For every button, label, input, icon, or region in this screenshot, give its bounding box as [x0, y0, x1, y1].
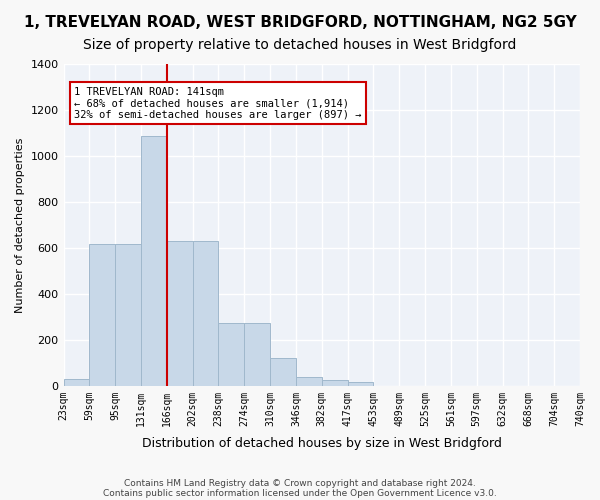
Bar — [218, 322, 244, 386]
Bar — [89, 244, 115, 386]
Bar — [193, 241, 218, 386]
Bar — [347, 382, 373, 386]
Bar — [64, 379, 89, 386]
Y-axis label: Number of detached properties: Number of detached properties — [15, 137, 25, 312]
Text: Contains HM Land Registry data © Crown copyright and database right 2024.: Contains HM Land Registry data © Crown c… — [124, 478, 476, 488]
X-axis label: Distribution of detached houses by size in West Bridgford: Distribution of detached houses by size … — [142, 437, 502, 450]
Text: 1, TREVELYAN ROAD, WEST BRIDGFORD, NOTTINGHAM, NG2 5GY: 1, TREVELYAN ROAD, WEST BRIDGFORD, NOTTI… — [23, 15, 577, 30]
Bar — [296, 376, 322, 386]
Bar — [322, 380, 347, 386]
Bar — [167, 241, 193, 386]
Bar — [115, 244, 141, 386]
Text: Size of property relative to detached houses in West Bridgford: Size of property relative to detached ho… — [83, 38, 517, 52]
Bar — [244, 322, 270, 386]
Bar — [270, 358, 296, 386]
Text: 1 TREVELYAN ROAD: 141sqm
← 68% of detached houses are smaller (1,914)
32% of sem: 1 TREVELYAN ROAD: 141sqm ← 68% of detach… — [74, 86, 361, 120]
Text: Contains public sector information licensed under the Open Government Licence v3: Contains public sector information licen… — [103, 488, 497, 498]
Bar — [141, 136, 167, 386]
